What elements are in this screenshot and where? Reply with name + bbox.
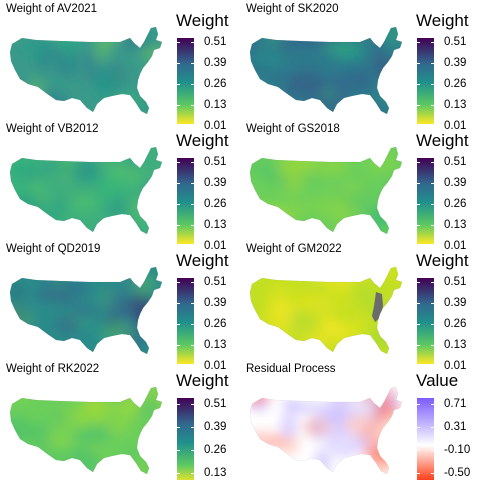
legend-tick-label: 0.39 [444,57,467,69]
legend-colorbar [417,398,434,480]
us-map [9,146,163,235]
legend-tick-label: 0.13 [444,99,467,111]
legend-tick-label: -0.50 [444,467,471,479]
us-map [249,26,403,115]
legend-title: Weight [176,11,229,30]
legend-colorbar [177,278,194,364]
panel-title: Residual Process [246,363,336,375]
legend-tick-label: 0.51 [444,276,467,288]
panel-title: Weight of QD2019 [6,243,101,255]
legend-tick-label: 0.26 [204,444,227,456]
legend-title: Weight [176,251,229,270]
color-legend: Value 0.71 0.31 -0.10 -0.50 [412,372,478,480]
legend-tick-label: 0.13 [204,219,227,231]
panel-title: Weight of AV2021 [6,3,98,15]
legend-tick-label: 0.51 [444,36,467,48]
map-panel: Weight of RK2022 Weight 0.51 0.39 0.26 0.13 [0,360,240,480]
map-panel: Weight of VB2012 Weight 0.51 0.39 0.26 0.13 0.… [0,120,240,252]
legend-tick-label: 0.51 [444,156,467,168]
legend-tick-label: 0.39 [204,57,227,69]
panel-title: Weight of GS2018 [246,123,340,135]
legend-tick-label: 0.26 [444,78,467,90]
color-legend: Weight 0.51 0.39 0.26 0.13 0.01 [412,11,478,132]
map-panel: Weight of GS2018 Weight 0.51 0.39 0.26 0.13 0.… [240,120,480,252]
us-map [9,266,163,355]
legend-tick-label: 0.01 [204,120,227,132]
legend-tick-label: 0.39 [204,421,227,433]
panel-title: Weight of SK2020 [246,3,339,15]
legend-colorbar [417,38,434,124]
color-legend: Weight 0.51 0.39 0.26 0.13 [172,372,238,480]
legend-tick-label: 0.39 [204,297,227,309]
legend-tick-label: 0.01 [204,360,227,372]
legend-tick-label: 0.51 [204,36,227,48]
legend-tick-label: 0.01 [444,120,467,132]
legend-tick-label: 0.13 [444,219,467,231]
map-panel: Weight of QD2019 Weight 0.51 0.39 0.26 0.13 0.… [0,240,240,372]
legend-tick-label: 0.51 [204,398,227,410]
legend-tick-label: 0.26 [444,198,467,210]
legend-tick-label: 0.13 [444,339,467,351]
legend-tick-label: 0.13 [204,99,227,111]
us-map [249,266,403,355]
legend-tick-label: 0.13 [204,339,227,351]
map-panel: Residual Process Value 0.71 0.31 -0.10 -0.50 [240,360,480,480]
legend-tick-label: -0.10 [444,444,471,456]
legend-tick-label: 0.13 [204,467,227,479]
legend-title: Weight [176,131,229,150]
us-map [249,386,403,475]
color-legend: Weight 0.51 0.39 0.26 0.13 0.01 [172,11,238,132]
legend-tick-label: 0.39 [444,297,467,309]
panel-title: Weight of VB2012 [6,123,99,135]
legend-title: Weight [416,131,469,150]
legend-title: Weight [416,251,469,270]
legend-title: Weight [416,11,469,30]
legend-tick-label: 0.26 [204,78,227,90]
legend-tick-label: 0.71 [444,398,467,410]
color-legend: Weight 0.51 0.39 0.26 0.13 0.01 [172,251,238,372]
us-map [9,26,163,115]
legend-colorbar [417,278,434,364]
legend-tick-label: 0.39 [444,177,467,189]
color-legend: Weight 0.51 0.39 0.26 0.13 0.01 [412,131,478,252]
legend-tick-label: 0.51 [204,156,227,168]
legend-colorbar [177,398,194,480]
map-panel: Weight of SK2020 Weight 0.51 0.39 0.26 0.13 0.… [240,0,480,132]
legend-colorbar [417,158,434,244]
panel-title: Weight of GM2022 [246,243,342,255]
map-panel: Weight of AV2021 Weight 0.51 0.39 0.26 0.13 0.… [0,0,240,132]
legend-title: Weight [176,371,229,390]
us-map [9,386,163,475]
legend-tick-label: 0.01 [444,360,467,372]
legend-tick-label: 0.26 [204,198,227,210]
legend-tick-label: 0.51 [204,276,227,288]
us-map [249,146,403,235]
legend-tick-label: 0.39 [204,177,227,189]
panel-title: Weight of RK2022 [6,363,100,375]
legend-colorbar [177,38,194,124]
map-panel: Weight of GM2022 Weight 0.51 0.39 0.26 0.13 0.… [240,240,480,372]
legend-tick-label: 0.26 [204,318,227,330]
legend-tick-label: 0.01 [444,240,467,252]
color-legend: Weight 0.51 0.39 0.26 0.13 0.01 [172,131,238,252]
legend-tick-label: 0.26 [444,318,467,330]
legend-title: Value [416,371,459,390]
legend-tick-label: 0.31 [444,421,467,433]
legend-colorbar [177,158,194,244]
color-legend: Weight 0.51 0.39 0.26 0.13 0.01 [412,251,478,372]
legend-tick-label: 0.01 [204,240,227,252]
